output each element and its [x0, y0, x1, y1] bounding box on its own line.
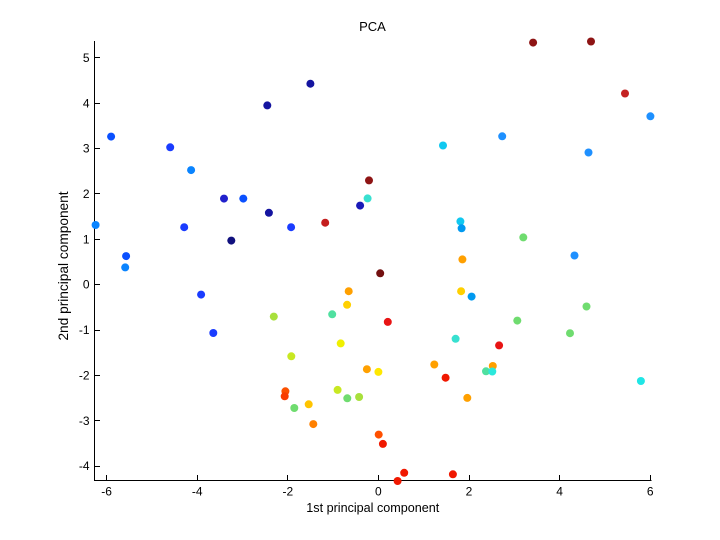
svg-text:4: 4 [556, 484, 563, 498]
svg-text:1st principal component: 1st principal component [306, 501, 440, 515]
svg-text:3: 3 [83, 142, 90, 156]
svg-text:-4: -4 [192, 484, 203, 498]
svg-text:-4: -4 [79, 459, 90, 473]
svg-text:-1: -1 [79, 323, 90, 337]
svg-text:0: 0 [375, 484, 382, 498]
svg-text:0: 0 [83, 278, 90, 292]
svg-text:PCA: PCA [359, 19, 386, 34]
svg-text:-3: -3 [79, 414, 90, 428]
svg-text:2nd principal component: 2nd principal component [56, 191, 71, 340]
svg-text:-2: -2 [79, 368, 90, 382]
svg-text:5: 5 [83, 51, 90, 65]
svg-text:-2: -2 [282, 484, 293, 498]
svg-text:6: 6 [647, 484, 654, 498]
svg-text:2: 2 [466, 484, 473, 498]
svg-text:4: 4 [83, 96, 90, 110]
svg-text:-6: -6 [101, 484, 112, 498]
svg-text:2: 2 [83, 187, 90, 201]
svg-text:1: 1 [83, 232, 90, 246]
